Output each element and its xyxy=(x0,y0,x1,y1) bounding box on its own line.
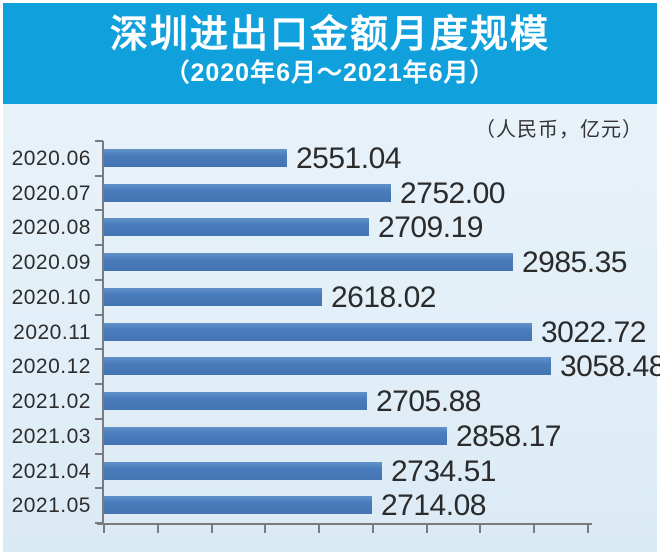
y-axis-tick xyxy=(95,348,103,351)
value-label: 2705.88 xyxy=(376,385,481,419)
chart-row: 2021.02 2705.88 xyxy=(3,384,657,419)
y-axis-tick xyxy=(95,417,103,420)
unit-label: （人民币，亿元） xyxy=(475,119,643,141)
y-axis-tick xyxy=(95,244,103,247)
bar-chart: 2020.06 2551.04 2020.07 2752.00 2020.08 2709.… xyxy=(3,140,660,546)
category-label: 2021.02 xyxy=(11,390,91,414)
bar xyxy=(104,426,447,445)
bar xyxy=(104,149,287,167)
chart-row: 2020.10 2618.02 xyxy=(3,280,657,315)
x-axis-tick xyxy=(533,525,536,534)
y-axis-tick xyxy=(95,278,103,281)
category-label: 2021.03 xyxy=(11,424,91,448)
bar xyxy=(104,357,551,376)
category-label: 2020.12 xyxy=(11,355,91,379)
y-axis-tick xyxy=(95,140,103,142)
value-label: 3022.72 xyxy=(541,315,646,349)
x-axis-tick xyxy=(587,525,589,534)
x-axis-tick xyxy=(479,525,482,534)
y-axis-tick xyxy=(95,452,103,455)
chart-row: 2021.05 2714.08 xyxy=(3,488,657,523)
category-label: 2020.09 xyxy=(11,251,91,275)
chart-row: 2021.03 2858.17 xyxy=(3,419,657,454)
value-label: 2618.02 xyxy=(331,280,436,314)
x-axis-tick xyxy=(210,525,213,534)
x-axis-tick xyxy=(318,525,321,534)
value-label: 2858.17 xyxy=(456,419,561,453)
value-label: 2752.00 xyxy=(400,176,505,210)
category-label: 2021.04 xyxy=(11,459,91,483)
chart-row: 2020.08 2709.19 xyxy=(3,210,657,245)
x-axis-tick xyxy=(425,525,428,534)
y-axis-tick xyxy=(95,209,103,212)
y-axis-line xyxy=(102,141,104,524)
chart-row: 2020.12 3058.48 xyxy=(3,349,660,384)
chart-row: 2020.07 2752.00 xyxy=(3,176,657,211)
chart-row: 2021.04 2734.51 xyxy=(3,454,657,489)
header-banner: 深圳进出口金额月度规模 （2020年6月～2021年6月） xyxy=(3,3,657,104)
value-label: 2734.51 xyxy=(391,454,496,488)
bar xyxy=(104,253,513,272)
bar xyxy=(104,183,391,202)
chart-row: 2020.09 2985.35 xyxy=(3,245,657,280)
bar xyxy=(104,287,322,306)
category-label: 2020.11 xyxy=(13,320,91,344)
bar xyxy=(104,392,367,411)
y-axis-tick xyxy=(95,383,103,386)
chart-title: 深圳进出口金额月度规模 xyxy=(109,14,550,56)
bar xyxy=(104,322,532,341)
x-axis-tick xyxy=(264,525,267,534)
x-axis-tick xyxy=(371,525,374,534)
value-label: 2551.04 xyxy=(296,142,401,175)
value-label: 2709.19 xyxy=(378,211,483,245)
chart-row: 2020.11 3022.72 xyxy=(3,315,657,350)
value-label: 3058.48 xyxy=(560,350,660,384)
category-label: 2020.08 xyxy=(11,216,91,240)
category-label: 2020.06 xyxy=(11,147,91,170)
category-label: 2020.10 xyxy=(11,285,91,309)
chart-subtitle: （2020年6月～2021年6月） xyxy=(164,59,496,87)
x-axis-tick xyxy=(103,525,105,534)
bar xyxy=(104,496,372,515)
x-axis-tick xyxy=(156,525,159,534)
y-axis-tick xyxy=(95,174,103,177)
y-axis-tick xyxy=(95,313,103,316)
category-label: 2020.07 xyxy=(11,181,91,205)
x-axis-line xyxy=(97,523,592,526)
chart-background: 深圳进出口金额月度规模 （2020年6月～2021年6月） （人民币，亿元） 2… xyxy=(3,3,660,552)
bar xyxy=(104,461,382,480)
y-axis-tick xyxy=(95,487,103,490)
value-label: 2714.08 xyxy=(381,489,486,523)
category-label: 2021.05 xyxy=(11,494,91,518)
value-label: 2985.35 xyxy=(522,246,627,280)
chart-row: 2020.06 2551.04 xyxy=(3,141,657,176)
bar xyxy=(104,218,369,237)
